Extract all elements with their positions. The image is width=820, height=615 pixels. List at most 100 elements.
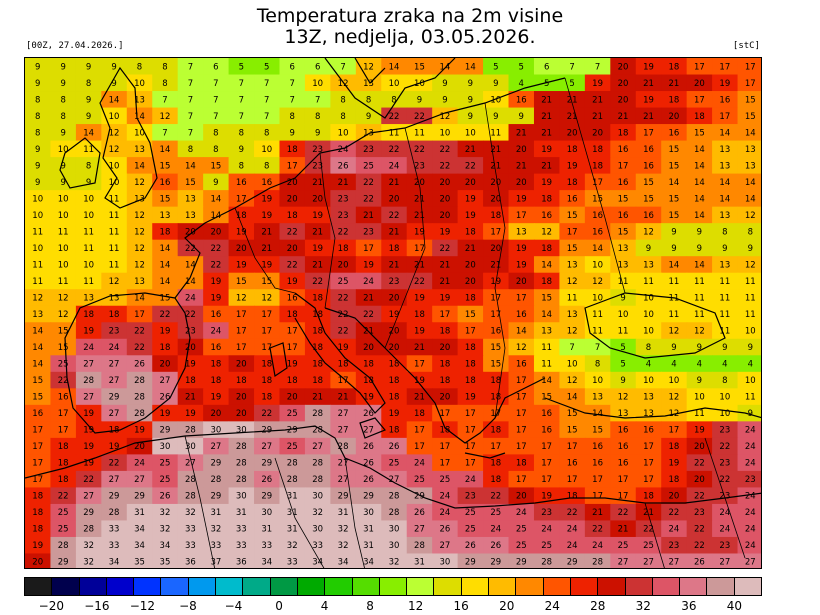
temperature-cell	[126, 239, 153, 257]
temperature-cell	[228, 437, 255, 455]
temperature-cell	[635, 487, 662, 505]
temperature-cell	[533, 223, 561, 241]
temperature-cell	[508, 503, 535, 522]
temperature-value: 18	[669, 475, 680, 485]
temperature-cell	[101, 520, 128, 538]
temperature-cell	[584, 124, 611, 142]
temperature-value: 12	[669, 409, 680, 419]
temperature-cell	[610, 173, 637, 191]
temperature-value: 26	[389, 442, 400, 452]
temperature-value: 22	[719, 442, 730, 452]
temperature-cell	[533, 239, 561, 257]
temperature-value: 21	[414, 343, 425, 353]
temperature-value: 23	[669, 541, 680, 551]
temperature-value: 12	[160, 112, 171, 122]
temperature-cell	[737, 388, 761, 406]
temperature-cell	[254, 503, 281, 522]
temperature-cell	[584, 107, 611, 125]
temperature-value: 21	[592, 112, 603, 122]
temperature-cell	[610, 305, 637, 323]
temperature-value: 34	[134, 541, 145, 551]
temperature-cell	[483, 223, 510, 241]
temperature-cell	[584, 74, 611, 92]
temperature-cell	[177, 140, 204, 158]
temperature-value: 21	[567, 95, 578, 105]
temperature-cell	[75, 338, 102, 356]
temperature-cell	[330, 223, 357, 241]
temperature-value: 16	[618, 145, 629, 155]
temperature-cell	[126, 421, 153, 439]
temperature-cell	[355, 437, 382, 455]
temperature-cell	[661, 173, 688, 191]
temperature-value: 20	[516, 178, 527, 188]
temperature-cell	[610, 487, 637, 505]
temperature-value: 33	[236, 525, 247, 535]
temperature-cell	[533, 503, 561, 522]
temperature-cell	[686, 272, 713, 290]
temperature-value: 18	[389, 376, 400, 386]
temperature-cell	[330, 322, 357, 340]
temperature-cell	[508, 421, 535, 439]
temperature-value: 13	[185, 211, 196, 221]
legend-swatch	[680, 578, 708, 595]
temperature-cell	[559, 536, 586, 555]
temperature-value: 25	[465, 525, 476, 535]
temperature-value: 9	[213, 178, 218, 188]
temperature-value: 16	[58, 393, 69, 403]
temperature-cell	[304, 206, 331, 224]
temperature-cell	[457, 206, 484, 224]
temperature-value: 16	[287, 293, 298, 303]
temperature-value: 18	[261, 393, 272, 403]
temperature-cell	[432, 157, 459, 175]
temperature-cell	[381, 107, 408, 125]
temperature-value: 16	[719, 95, 730, 105]
temperature-cell	[712, 140, 739, 158]
temperature-cell	[686, 536, 713, 555]
temperature-value: 11	[745, 293, 756, 303]
temperature-cell	[432, 520, 459, 538]
temperature-value: 15	[160, 293, 171, 303]
temperature-value: 12	[669, 327, 680, 337]
temperature-value: 24	[567, 541, 578, 551]
temperature-value: 27	[618, 558, 629, 568]
temperature-value: 4	[646, 360, 651, 370]
temperature-value: 17	[541, 442, 552, 452]
temperature-cell	[432, 338, 459, 356]
temperature-value: 17	[643, 459, 654, 469]
temperature-value: 9	[671, 227, 676, 237]
temperature-value: 15	[160, 161, 171, 171]
temperature-cell	[686, 223, 713, 241]
temperature-value: 18	[210, 360, 221, 370]
temperature-value: 14	[592, 409, 603, 419]
temperature-cell	[177, 388, 204, 406]
temperature-value: 25	[363, 161, 374, 171]
temperature-value: 9	[60, 79, 65, 89]
temperature-value: 28	[134, 409, 145, 419]
temperature-value: 10	[490, 95, 501, 105]
temperature-cell	[635, 256, 662, 274]
temperature-value: 13	[83, 293, 94, 303]
temperature-value: 32	[160, 508, 171, 518]
temperature-cell	[177, 74, 204, 92]
temperature-value: 10	[58, 145, 69, 155]
temperature-value: 19	[465, 194, 476, 204]
temperature-cell	[457, 223, 484, 241]
temperature-cell	[152, 140, 179, 158]
temperature-value: 19	[83, 442, 94, 452]
temperature-value: 15	[592, 426, 603, 436]
temperature-value: 29	[210, 459, 221, 469]
temperature-value: 15	[58, 327, 69, 337]
temperature-cell	[203, 355, 230, 373]
temperature-cell	[25, 454, 52, 472]
temperature-value: 29	[210, 492, 221, 502]
temperature-value: 29	[363, 492, 374, 502]
temperature-cell	[457, 520, 484, 538]
temperature-value: 27	[389, 475, 400, 485]
temperature-value: 26	[465, 541, 476, 551]
temperature-value: 18	[490, 459, 501, 469]
temperature-cell	[712, 553, 739, 568]
temperature-cell	[203, 58, 230, 76]
temperature-value: 21	[338, 393, 349, 403]
temperature-value: 18	[465, 293, 476, 303]
temperature-value: 21	[261, 227, 272, 237]
